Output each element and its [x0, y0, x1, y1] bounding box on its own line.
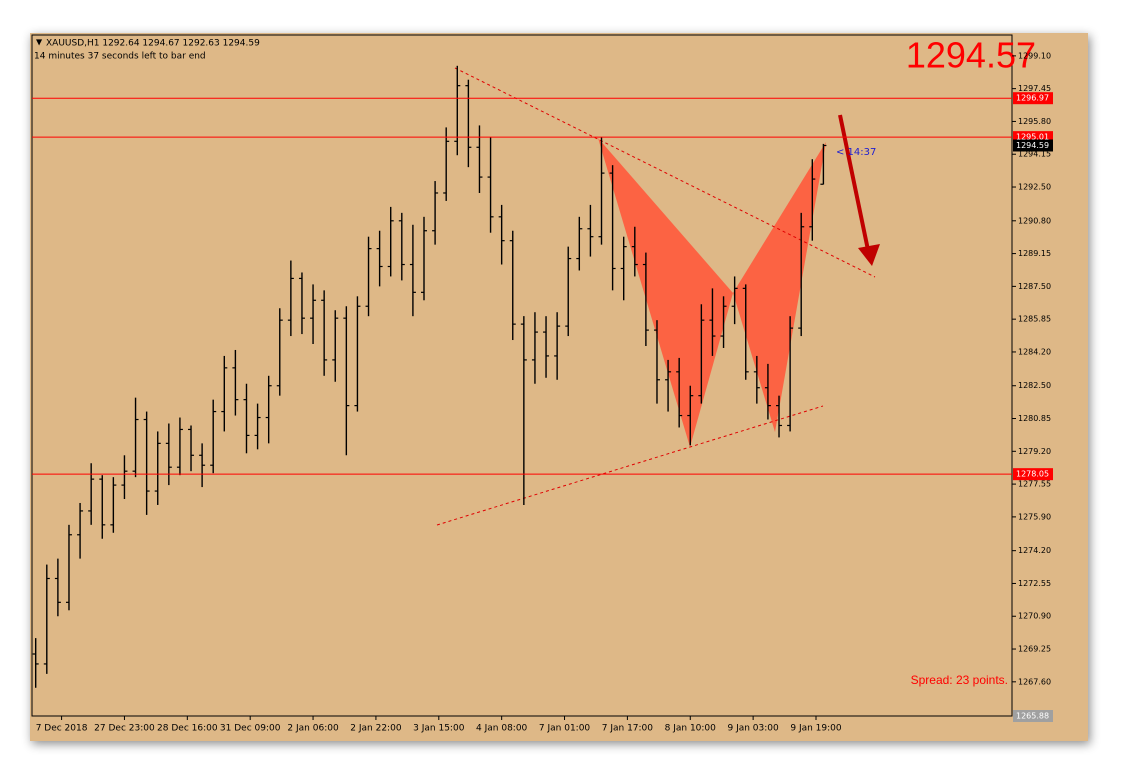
trendline-lower: [436, 405, 824, 526]
y-tick-label: 1275.90: [1018, 512, 1051, 521]
arrow-head: [858, 244, 880, 266]
price-level-label: 1296.97: [1016, 94, 1049, 103]
y-tick-label: 1267.60: [1018, 677, 1051, 686]
y-tick-label: 1279.20: [1018, 447, 1051, 456]
bar-timer: 14 minutes 37 seconds left to bar end: [34, 52, 206, 62]
y-tick-label: 1274.20: [1018, 546, 1051, 555]
countdown: < 14:37: [836, 147, 876, 158]
y-tick-label: 1294.15: [1018, 150, 1051, 159]
y-tick-label: 1287.50: [1018, 282, 1051, 291]
y-tick-label: 1299.10: [1018, 51, 1051, 60]
y-tick-label: 1284.20: [1018, 347, 1051, 356]
y-tick-label: 1269.25: [1018, 645, 1051, 654]
x-tick-label: 2 Jan 06:00: [287, 724, 339, 734]
bid-label: 1294.59: [1016, 141, 1049, 150]
x-tick-label: 3 Jan 15:00: [413, 724, 465, 734]
symbol-header: XAUUSD,H1 1292.64 1294.67 1292.63 1294.5…: [46, 39, 260, 49]
pattern-xab: [598, 138, 733, 447]
x-tick-label: 4 Jan 08:00: [476, 724, 528, 734]
y-tick-label: 1297.45: [1018, 84, 1051, 93]
price-level-label: 1278.05: [1016, 470, 1049, 479]
x-tick-label: 7 Jan 01:00: [539, 724, 591, 734]
x-tick-label: 8 Jan 10:00: [665, 724, 717, 734]
bid-box: [1013, 139, 1053, 152]
y-tick-label: 1277.55: [1018, 480, 1051, 489]
chart-window: [30, 33, 1088, 741]
big-price: 1294.57: [906, 35, 1036, 76]
y-tick-label: 1270.90: [1018, 612, 1051, 621]
y-tick-label: 1282.50: [1018, 381, 1051, 390]
x-tick-label: 9 Jan 03:00: [727, 724, 779, 734]
axis-bottom-label: 1265.88: [1016, 712, 1049, 721]
x-tick-label: 2 Jan 22:00: [350, 724, 402, 734]
y-tick-label: 1295.80: [1018, 117, 1051, 126]
x-tick-label: 27 Dec 23:00: [94, 724, 155, 734]
y-tick-label: 1272.55: [1018, 579, 1051, 588]
y-tick-label: 1292.50: [1018, 183, 1051, 192]
y-tick-label: 1280.85: [1018, 414, 1051, 423]
menu-triangle: ▼: [36, 38, 43, 47]
x-tick-label: 7 Jan 17:00: [602, 724, 654, 734]
price-level-box: [1013, 468, 1053, 481]
trendline-upper: [454, 67, 876, 278]
x-tick-label: 31 Dec 09:00: [220, 724, 281, 734]
x-tick-label: 28 Dec 16:00: [157, 724, 218, 734]
y-tick-label: 1290.80: [1018, 216, 1051, 225]
y-tick-label: 1289.15: [1018, 249, 1051, 258]
spread: Spread: 23 points.: [911, 673, 1008, 687]
axis-bottom-box: [1013, 710, 1053, 722]
price-level-label: 1295.01: [1016, 133, 1049, 142]
y-tick-label: 1285.85: [1018, 315, 1051, 324]
x-tick-label: 9 Jan 19:00: [790, 724, 842, 734]
x-tick-label: 7 Dec 2018: [36, 724, 88, 734]
price-level-box: [1013, 92, 1053, 105]
